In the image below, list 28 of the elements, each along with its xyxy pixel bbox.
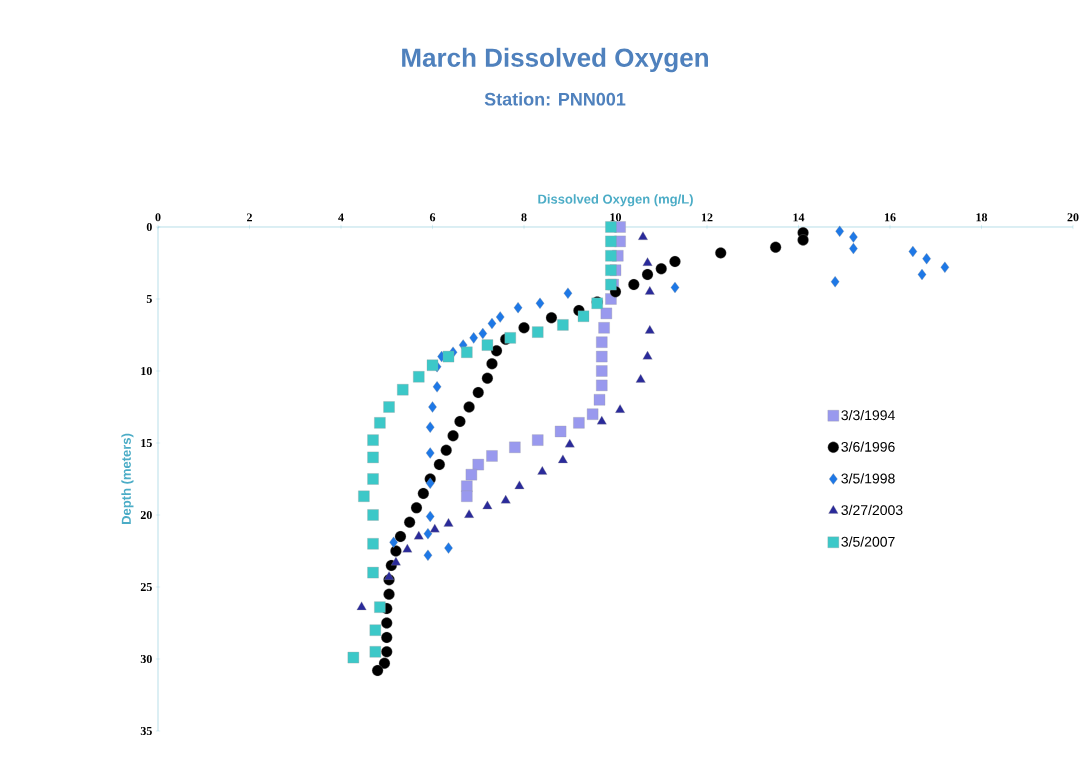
legend-label: 3/3/1994 (841, 409, 895, 421)
x-tick-label: 20 (1067, 213, 1079, 222)
x-tick-label: 12 (701, 213, 713, 222)
y-tick-label: 30 (140, 654, 152, 664)
y-tick-label: 0 (146, 222, 152, 232)
y-tick-label: 35 (140, 726, 152, 736)
x-axis-title: Dissolved Oxygen (mg/L) (538, 194, 693, 207)
x-tick-label: 2 (247, 213, 252, 222)
legend-label: 3/6/1996 (841, 441, 895, 452)
x-tick-label: 10 (610, 213, 622, 222)
x-tick-label: 8 (521, 213, 527, 222)
x-tick-label: 16 (884, 213, 896, 222)
x-tick-label: 14 (793, 213, 805, 222)
y-tick-label: 25 (140, 582, 152, 592)
x-tick-label: 0 (155, 213, 161, 222)
x-tick-label: 6 (429, 213, 436, 222)
y-tick-label: 10 (141, 366, 152, 376)
legend-label: 3/5/2007 (841, 536, 895, 547)
y-axis-title: Depth (meters) (121, 433, 134, 524)
y-tick-label: 20 (140, 510, 152, 520)
y-tick-label: 15 (141, 438, 152, 448)
x-tick-label: 18 (976, 213, 988, 222)
legend-label: 3/27/2003 (841, 504, 903, 516)
chart-subtitle: Station: PNN001 (484, 92, 626, 106)
y-tick-label: 5 (146, 295, 152, 303)
x-tick-label: 4 (338, 213, 344, 222)
chart-title: March Dissolved Oxygen (402, 47, 708, 73)
legend-label: 3/5/1998 (841, 473, 895, 484)
